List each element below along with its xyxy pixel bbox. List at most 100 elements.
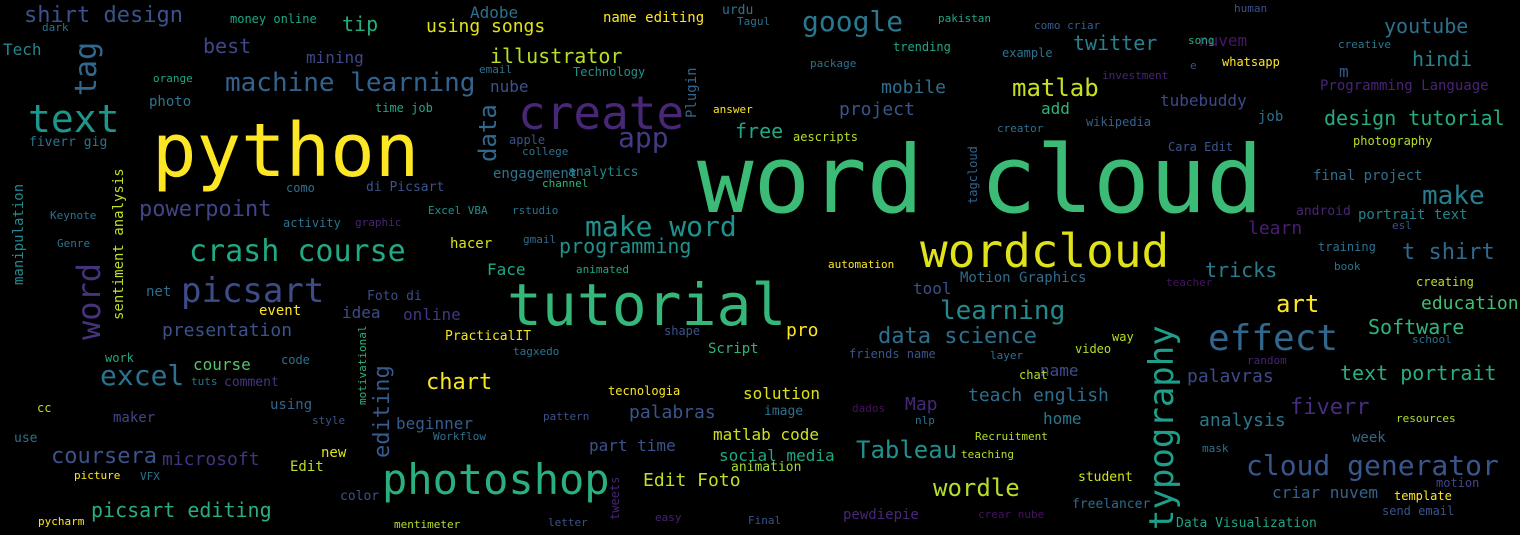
word: teacher: [1166, 276, 1213, 289]
word: hindi: [1412, 47, 1473, 71]
word: animated: [576, 263, 629, 276]
word: work: [105, 351, 134, 365]
word: aescripts: [793, 130, 859, 144]
word: answer: [713, 103, 753, 116]
word: channel: [542, 177, 589, 190]
word: education: [1421, 293, 1519, 314]
word: trending: [893, 40, 951, 54]
word: analytics: [568, 165, 639, 180]
word: Cara Edit: [1168, 140, 1234, 154]
word: photo: [149, 94, 192, 110]
word: apple: [509, 133, 546, 147]
word: easy: [655, 511, 682, 524]
word: tip: [342, 12, 379, 36]
word: como: [286, 181, 315, 195]
word: Edit: [290, 459, 324, 475]
word: photoshop: [382, 455, 610, 504]
word: fiverr: [1290, 395, 1370, 420]
word: package: [810, 57, 857, 70]
word: dark: [42, 21, 69, 34]
word: presentation: [162, 320, 293, 341]
word: matlab code: [713, 425, 819, 444]
word: college: [522, 145, 569, 158]
word: song: [1188, 34, 1215, 47]
word: create: [518, 86, 685, 140]
word: picsart editing: [91, 498, 272, 522]
word: criar nuvem: [1272, 483, 1378, 502]
word: tagcloud: [966, 146, 980, 204]
word: time job: [375, 101, 433, 115]
word: wordle: [933, 474, 1020, 502]
word: editing: [370, 365, 395, 458]
word: esl: [1392, 219, 1412, 232]
word: code: [281, 353, 310, 367]
word: Map: [905, 394, 938, 415]
word: palabras: [629, 402, 716, 423]
word: new: [321, 445, 347, 461]
word: crear nube: [978, 508, 1045, 521]
word: teaching: [961, 448, 1014, 461]
word: net: [146, 284, 172, 300]
word: Recruitment: [975, 430, 1048, 443]
word: tecnologia: [608, 384, 681, 398]
word: week: [1352, 430, 1386, 446]
word: comment: [224, 375, 279, 390]
word: final project: [1313, 168, 1423, 184]
word: nube: [490, 77, 529, 96]
word: idea: [342, 303, 381, 322]
word: tool: [913, 279, 952, 298]
word: Keynote: [50, 209, 97, 222]
word: automation: [828, 258, 895, 271]
word: maker: [113, 410, 156, 426]
word: project: [839, 99, 915, 120]
word: pattern: [543, 410, 590, 423]
word: mask: [1202, 442, 1229, 455]
word: Script: [708, 341, 759, 357]
word: data science: [878, 324, 1037, 349]
word: microsoft: [162, 449, 260, 470]
word: e: [1190, 59, 1197, 72]
word: using: [270, 397, 313, 413]
word: Foto di: [367, 289, 422, 304]
word: random: [1247, 354, 1287, 367]
word: motivational: [356, 325, 369, 405]
word: tweets: [608, 476, 622, 520]
word: machine learning: [225, 68, 476, 98]
word: template: [1394, 489, 1452, 503]
word: Tableau: [856, 436, 958, 464]
word: portrait text: [1358, 207, 1468, 223]
word: design tutorial: [1324, 106, 1505, 130]
word: nlp: [915, 414, 935, 427]
word: wordcloud: [920, 224, 1170, 278]
word: activity: [283, 216, 341, 230]
word: Data Visualization: [1176, 516, 1317, 531]
word: PracticalIT: [445, 329, 532, 344]
word: graphic: [355, 216, 402, 229]
word: book: [1334, 260, 1361, 273]
word: name editing: [603, 10, 705, 26]
word: pycharm: [38, 515, 85, 528]
word: tutorial: [507, 271, 787, 339]
word: como criar: [1034, 19, 1101, 32]
word: rstudio: [512, 204, 559, 217]
word: cc: [37, 401, 52, 415]
word: orange: [153, 72, 193, 85]
word: chat: [1019, 368, 1048, 382]
word: sentiment analysis: [111, 168, 127, 320]
word: mobile: [881, 77, 947, 98]
word: matlab: [1012, 74, 1099, 102]
word: programming: [559, 234, 692, 258]
word: art: [1276, 290, 1320, 318]
word: word: [70, 262, 108, 340]
word: name: [1040, 361, 1079, 380]
word: nuvem: [1199, 31, 1248, 50]
word: money online: [230, 12, 317, 26]
word: mining: [306, 48, 364, 67]
word: school: [1412, 333, 1452, 346]
word: video: [1075, 342, 1112, 356]
word: make: [1422, 181, 1485, 211]
word: Workflow: [433, 430, 486, 443]
word: way: [1112, 330, 1134, 344]
word: style: [312, 414, 346, 427]
word: Tech: [3, 40, 42, 59]
